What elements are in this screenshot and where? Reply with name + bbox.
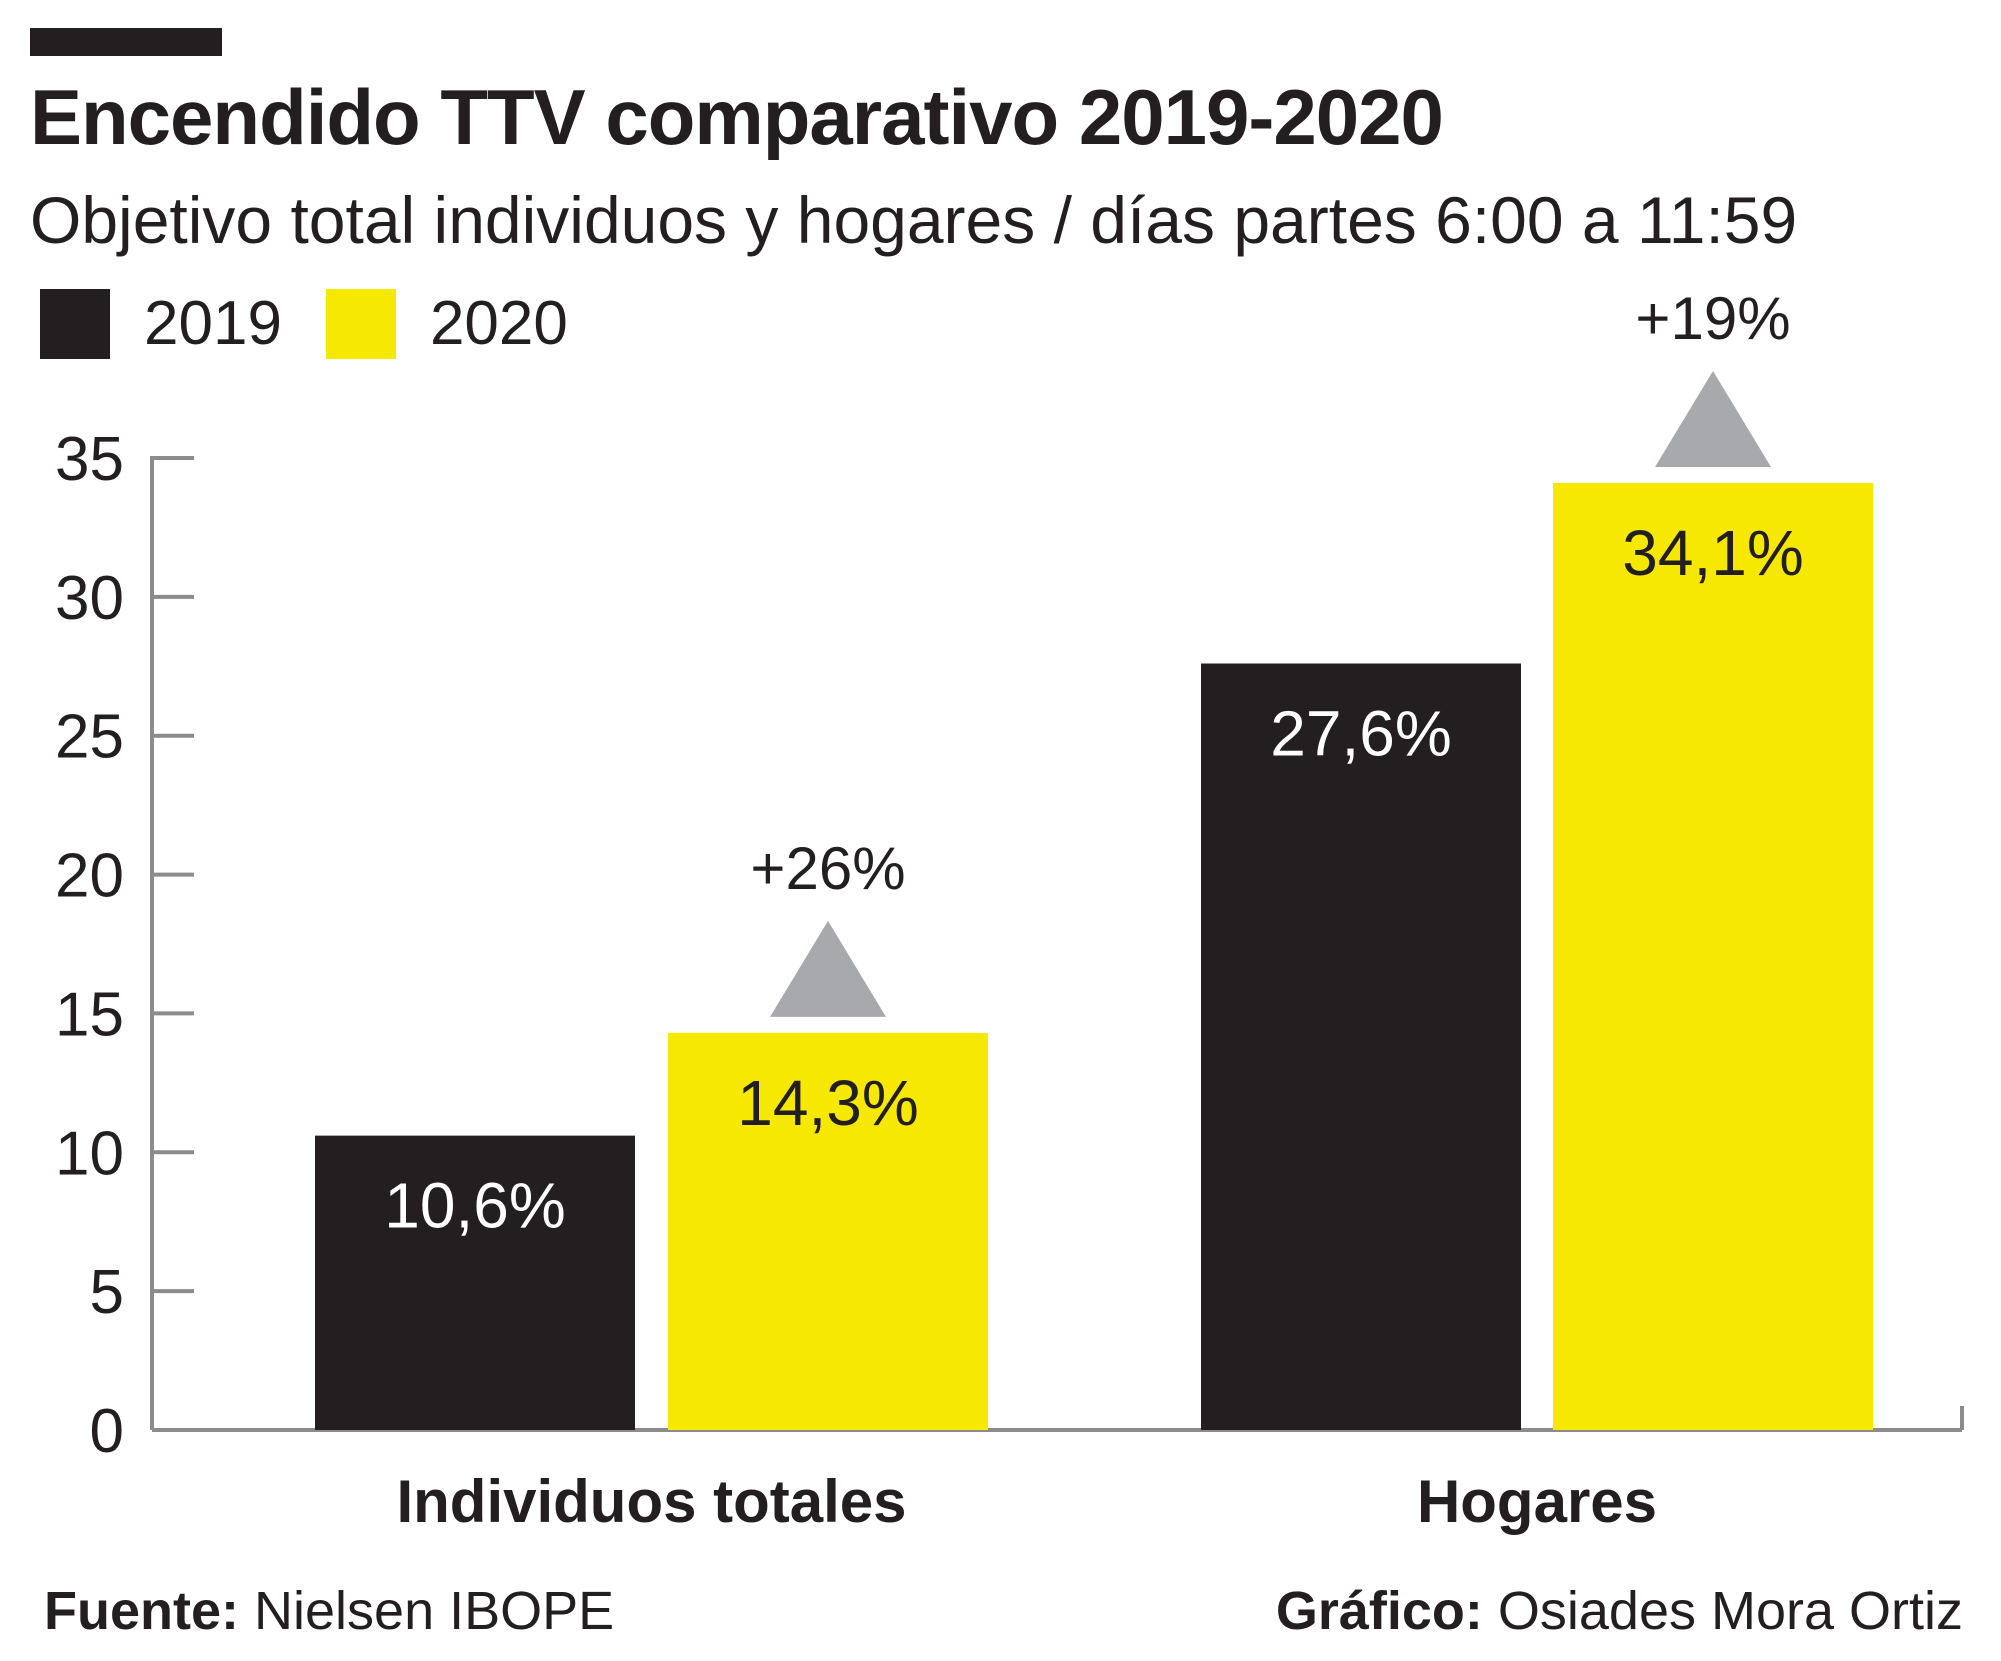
y-tick-label-15: 15 xyxy=(55,980,124,1049)
y-tick-label-0: 0 xyxy=(90,1397,124,1466)
title-rule xyxy=(30,28,222,56)
change-arrow-1 xyxy=(1655,370,1771,467)
y-tick-label-5: 5 xyxy=(90,1258,124,1327)
chart-subtitle: Objetivo total individuos y hogares / dí… xyxy=(30,183,1798,257)
y-tick-label-20: 20 xyxy=(55,842,124,911)
y-tick-label-25: 25 xyxy=(55,703,124,772)
source-value: Nielsen IBOPE xyxy=(254,1581,615,1641)
change-arrow-0 xyxy=(770,920,886,1017)
change-label-1: +19% xyxy=(1635,285,1790,352)
bar-2019-0 xyxy=(315,1135,635,1430)
legend-label-2019: 2019 xyxy=(144,289,282,358)
footer-source: Fuente: Nielsen IBOPE xyxy=(44,1580,614,1642)
legend-label-2020: 2020 xyxy=(429,289,568,358)
bar-2019-1 xyxy=(1201,663,1521,1430)
bar-label-2019-0: 10,6% xyxy=(384,1170,565,1242)
category-label-1: Hogares xyxy=(1417,1468,1657,1535)
bar-label-2019-1: 27,6% xyxy=(1270,698,1451,770)
credit-value: Osiades Mora Ortiz xyxy=(1497,1581,1963,1641)
legend-swatch-2019 xyxy=(40,288,110,359)
change-label-0: +26% xyxy=(750,835,905,902)
footer-credit: Gráfico: Osiades Mora Ortiz xyxy=(1276,1580,1963,1642)
bar-label-2020-1: 34,1% xyxy=(1622,517,1803,589)
bar-label-2020-0: 14,3% xyxy=(737,1067,918,1139)
bar-2020-1 xyxy=(1553,482,1873,1431)
source-label: Fuente: xyxy=(44,1581,239,1641)
y-tick-label-35: 35 xyxy=(55,425,124,494)
bar-2020-0 xyxy=(668,1032,988,1430)
chart-title: Encendido TTV comparativo 2019-2020 xyxy=(30,73,1444,161)
legend-swatch-2020 xyxy=(325,288,396,359)
y-tick-label-30: 30 xyxy=(55,564,124,633)
y-tick-label-10: 10 xyxy=(55,1119,124,1188)
legend-item-2019: 2019 xyxy=(40,288,282,359)
category-label-0: Individuos totales xyxy=(396,1468,906,1535)
legend: 2019 2020 xyxy=(40,288,612,359)
credit-label: Gráfico: xyxy=(1275,1581,1483,1641)
legend-item-2020: 2020 xyxy=(325,288,568,359)
